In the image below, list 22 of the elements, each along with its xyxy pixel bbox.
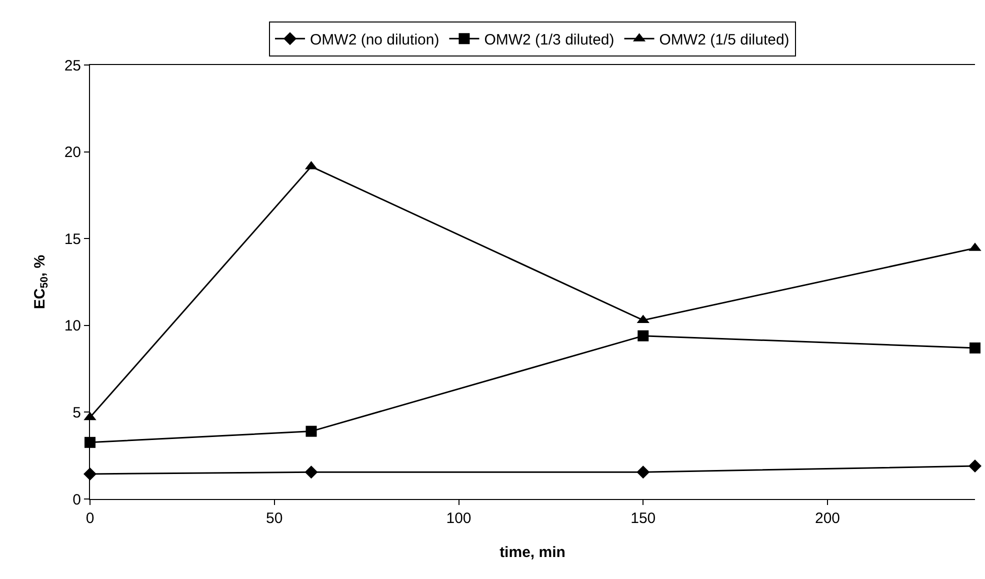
y-tick-label: 10 — [64, 318, 81, 335]
legend-label: OMW2 (1/3 diluted) — [484, 31, 614, 48]
x-tick-label: 200 — [814, 510, 840, 527]
y-tick-label: 25 — [64, 57, 81, 74]
point — [970, 342, 980, 354]
x-tick-label: 0 — [86, 510, 94, 527]
x-tick-label: 100 — [446, 510, 472, 527]
point — [304, 466, 318, 479]
point — [968, 460, 982, 473]
point — [636, 466, 650, 479]
y-tick-label: 15 — [64, 230, 81, 248]
y-tick-label: 0 — [72, 491, 81, 508]
legend-label: OMW2 (no dilution) — [310, 31, 440, 48]
point — [84, 436, 96, 448]
y-tick-label: 20 — [64, 144, 81, 162]
x-axis-title: time, min — [500, 544, 566, 561]
x-tick-label: 150 — [630, 510, 656, 527]
legend-label: OMW2 (1/5 diluted) — [659, 31, 790, 48]
point — [306, 426, 317, 437]
point — [638, 330, 649, 342]
x-tick-label: 50 — [266, 510, 283, 527]
y-tick-label: 5 — [72, 404, 81, 422]
